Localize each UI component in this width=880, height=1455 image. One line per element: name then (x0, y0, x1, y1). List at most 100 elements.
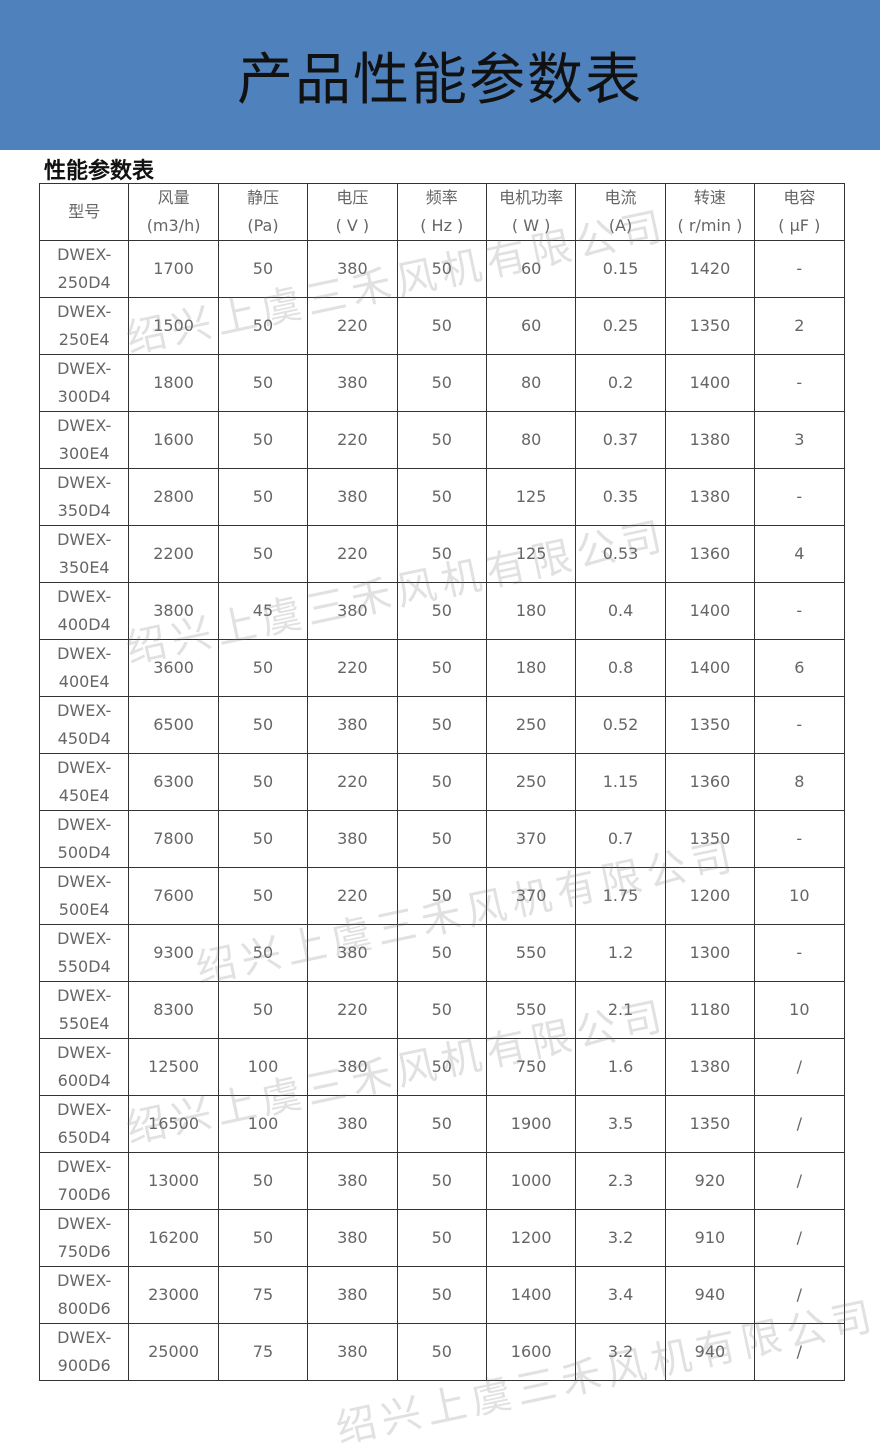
table-cell: 750 (485, 1038, 577, 1096)
table-cell: 50 (217, 867, 309, 925)
table-cell: 50 (217, 411, 309, 469)
table-cell: 50 (396, 981, 487, 1039)
table-cell: 2.1 (575, 981, 666, 1039)
table-row: DWEX- 500D4 7800 50 380 50 370 0.7 1350- (38, 810, 845, 868)
model-text: DWEX- (57, 245, 112, 264)
model-text: 800D6 (57, 1299, 111, 1318)
table-cell: 50 (217, 354, 309, 412)
model-text: 450D4 (57, 729, 111, 748)
model-cell: DWEX- 450D4 (38, 696, 130, 754)
table-cell: 50 (396, 582, 487, 640)
table-cell: 6500 (128, 696, 219, 754)
table-row: DWEX- 550E4 8300 50 220 50 550 2.1 1180 10 (38, 981, 845, 1039)
table-cell: 50 (396, 354, 487, 412)
column-header: 电机功率 ( W ) (485, 183, 577, 241)
table-cell: 380 (307, 1152, 398, 1210)
model-text: DWEX- (57, 644, 112, 663)
table-cell: 0.7 (575, 810, 666, 868)
table-cell: 250 (485, 753, 577, 811)
table-cell: 13000 (128, 1152, 219, 1210)
model-text: 650D4 (57, 1128, 111, 1147)
table-cell: 380 (307, 354, 398, 412)
model-text: DWEX- (57, 587, 112, 606)
model-cell: DWEX- 300E4 (38, 411, 130, 469)
table-cell: 380 (307, 1095, 398, 1153)
table-cell: / (754, 1038, 845, 1096)
table-cell: 0.4 (575, 582, 666, 640)
table-cell: 2200 (128, 525, 219, 583)
table-cell: 1700 (128, 240, 219, 298)
table-row: DWEX- 300D4 1800 50 380 50 80 0.2 1400- (38, 354, 845, 412)
table-cell: 75 (217, 1266, 309, 1324)
model-cell: DWEX- 250E4 (38, 297, 130, 355)
table-cell: 4 (754, 525, 845, 583)
table-cell: 23000 (128, 1266, 219, 1324)
header-label: 风量 (157, 188, 190, 207)
table-cell: 380 (307, 924, 398, 982)
table-cell: 75 (217, 1323, 309, 1381)
model-text: 400E4 (58, 672, 110, 691)
table-cell: - (754, 468, 845, 526)
table-cell: 16500 (128, 1095, 219, 1153)
header-unit: ( Hz ) (420, 216, 464, 235)
model-text: DWEX- (57, 929, 112, 948)
model-cell: DWEX- 800D6 (38, 1266, 130, 1324)
table-cell: 2800 (128, 468, 219, 526)
model-text: DWEX- (57, 1214, 112, 1233)
table-cell: 1380 (664, 1038, 756, 1096)
header-unit: ( r/min ) (677, 216, 743, 235)
table-cell: 50 (217, 525, 309, 583)
table-cell: 1350 (664, 696, 756, 754)
table-cell: 0.37 (575, 411, 666, 469)
table-cell: 50 (217, 297, 309, 355)
table-cell: 10 (754, 981, 845, 1039)
model-cell: DWEX- 550E4 (38, 981, 130, 1039)
table-cell: 50 (396, 411, 487, 469)
column-header: 转速 ( r/min ) (664, 183, 756, 241)
table-cell: / (754, 1152, 845, 1210)
table-cell: 50 (396, 240, 487, 298)
table-cell: 550 (485, 981, 577, 1039)
header-label: 电压 (336, 188, 369, 207)
title-banner: 产品性能参数表 (0, 0, 880, 150)
table-cell: 1400 (664, 354, 756, 412)
model-text: DWEX- (57, 530, 112, 549)
model-cell: DWEX- 500D4 (38, 810, 130, 868)
model-text: DWEX- (57, 1328, 112, 1347)
table-cell: 3600 (128, 639, 219, 697)
table-cell: 1420 (664, 240, 756, 298)
table-cell: 0.52 (575, 696, 666, 754)
model-cell: DWEX- 500E4 (38, 867, 130, 925)
table-cell: 1200 (485, 1209, 577, 1267)
table-cell: 50 (217, 468, 309, 526)
table-cell: 7800 (128, 810, 219, 868)
table-row: DWEX- 400D4 3800 45 380 50 180 0.4 1400- (38, 582, 845, 640)
table-cell: 3.5 (575, 1095, 666, 1153)
table-cell: 16200 (128, 1209, 219, 1267)
model-text: 300D4 (57, 387, 111, 406)
table-row: DWEX- 250E4 1500 50 220 50 60 0.25 1350 2 (38, 297, 845, 355)
table-cell: 50 (217, 753, 309, 811)
table-cell: / (754, 1266, 845, 1324)
model-cell: DWEX- 350D4 (38, 468, 130, 526)
table-cell: 1.2 (575, 924, 666, 982)
table-cell: 125 (485, 525, 577, 583)
table-cell: 1350 (664, 297, 756, 355)
table-cell: 1380 (664, 411, 756, 469)
table-cell: 3.4 (575, 1266, 666, 1324)
table-cell: 50 (396, 1323, 487, 1381)
table-cell: 10 (754, 867, 845, 925)
model-cell: DWEX- 250D4 (38, 240, 130, 298)
table-cell: 1800 (128, 354, 219, 412)
table-row: DWEX- 900D6 25000 75 380 50 1600 3.2 940/ (38, 1323, 845, 1381)
model-text: 350E4 (58, 558, 110, 577)
table-row: DWEX- 500E4 7600 50 220 50 370 1.75 1200 10 (38, 867, 845, 925)
table-cell: 1200 (664, 867, 756, 925)
table-cell: 60 (485, 297, 577, 355)
table-cell: 380 (307, 1266, 398, 1324)
column-header: 静压 (Pa) (217, 183, 309, 241)
model-text: 900D6 (57, 1356, 111, 1375)
table-cell: 50 (396, 1152, 487, 1210)
table-cell: 50 (217, 924, 309, 982)
table-cell: - (754, 696, 845, 754)
